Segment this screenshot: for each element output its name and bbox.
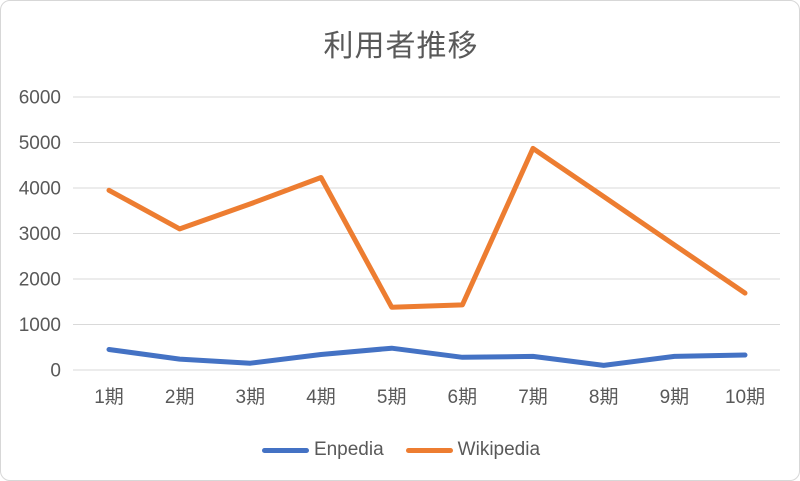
x-axis-tick-label: 3期: [236, 386, 266, 408]
legend-label-wikipedia: Wikipedia: [457, 439, 541, 460]
x-axis-tick-label: 4期: [306, 386, 336, 408]
y-axis-tick-label: 6000: [19, 88, 61, 109]
x-axis-tick-label: 2期: [165, 386, 195, 408]
y-axis-tick-label: 0: [50, 361, 61, 382]
enpedia-line-swatch: [261, 447, 309, 453]
legend: Enpedia Wikipedia: [1, 439, 799, 461]
wikipedia-series-line: [106, 145, 748, 310]
y-axis-tick-label: 3000: [19, 224, 61, 245]
chart-title: 利用者推移: [323, 30, 479, 63]
x-axis-tick-label: 7期: [518, 386, 548, 408]
wikipedia-line-swatch: [405, 447, 453, 453]
x-axis-tick-label: 1期: [94, 386, 124, 408]
x-axis-tick-label: 10期: [725, 386, 765, 408]
x-axis-tick-label: 6期: [448, 386, 478, 408]
y-axis-tick-label: 2000: [19, 270, 61, 291]
y-axis-tick-label: 4000: [19, 179, 61, 200]
x-axis-tick-label: 9期: [660, 386, 690, 408]
enpedia-series-line: [106, 345, 748, 368]
y-axis-tick-label: 1000: [19, 315, 61, 336]
x-axis-tick-label: 8期: [589, 386, 619, 408]
legend-item-wikipedia: Wikipedia: [405, 439, 541, 461]
legend-label-enpedia: Enpedia: [313, 439, 384, 460]
x-axis-tick-label: 5期: [377, 386, 407, 408]
y-axis-tick-label: 5000: [19, 133, 61, 154]
legend-item-enpedia: Enpedia: [261, 439, 384, 461]
